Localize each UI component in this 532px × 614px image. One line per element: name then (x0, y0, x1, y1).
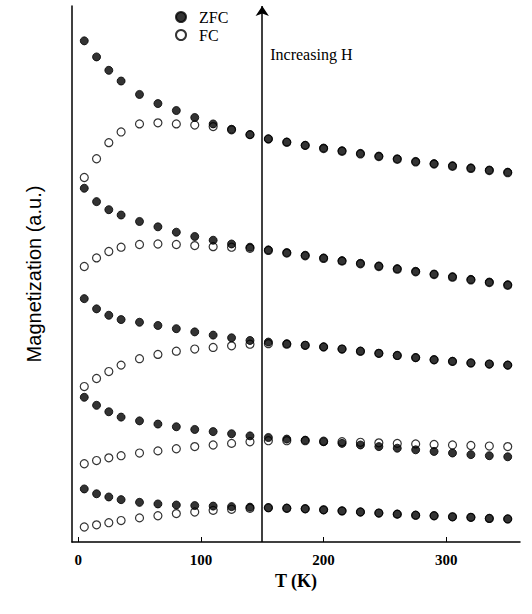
svg-text:Magnetization (a.u.): Magnetization (a.u.) (23, 186, 45, 363)
svg-text:100: 100 (190, 552, 213, 568)
svg-text:FC: FC (199, 27, 219, 44)
svg-text:Increasing H: Increasing H (270, 46, 353, 64)
svg-text:0: 0 (74, 552, 82, 568)
svg-text:200: 200 (312, 552, 335, 568)
svg-text:300: 300 (435, 552, 458, 568)
svg-text:ZFC: ZFC (199, 9, 228, 26)
svg-text:T (K): T (K) (275, 571, 317, 592)
